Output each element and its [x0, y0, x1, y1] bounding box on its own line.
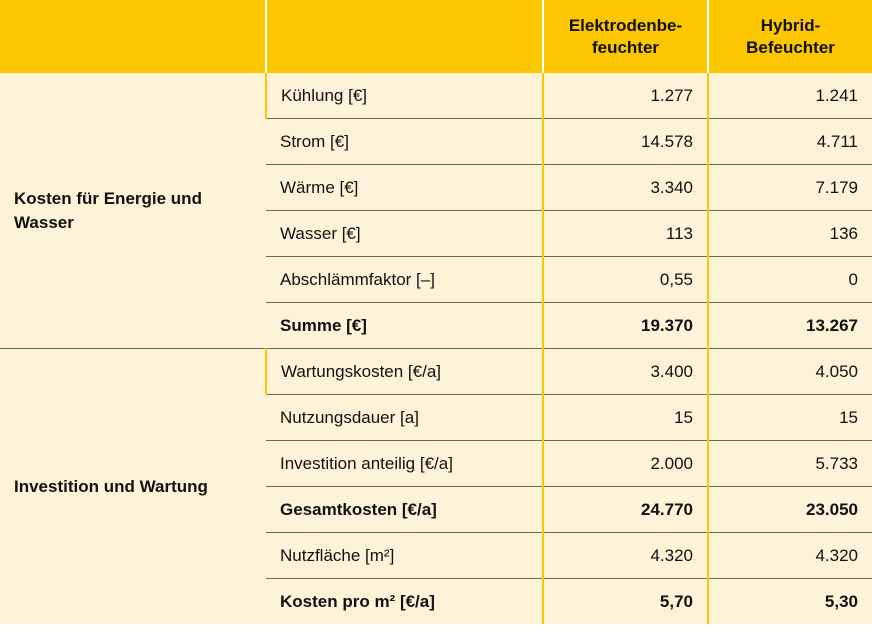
row-label: Kühlung [€]: [265, 73, 543, 119]
header-hybrid-befeuchter: Hybrid- Befeuchter: [707, 0, 872, 73]
table-row: Summe [€] 19.370 13.267: [0, 302, 872, 349]
row-label: Wartungskosten [€/a]: [265, 348, 543, 395]
value-elektrodenbefeuchter: 3.400: [542, 348, 708, 395]
value-hybrid-befeuchter: 5.733: [707, 440, 872, 487]
table-row: Kosten für Energie und Wasser Kühlung [€]…: [0, 73, 872, 349]
value-elektrodenbefeuchter: 2.000: [542, 440, 708, 487]
value-elektrodenbefeuchter: 15: [542, 394, 708, 441]
row-label: Nutzungsdauer [a]: [266, 394, 543, 441]
row-label: Summe [€]: [266, 302, 543, 349]
value-hybrid-befeuchter: 1.241: [707, 73, 872, 119]
value-hybrid-befeuchter: 4.320: [707, 532, 872, 579]
header-row: Elektrodenbe- feuchter Hybrid- Befeuchte…: [0, 0, 872, 73]
table-row: Strom [€] 14.578 4.711: [0, 118, 872, 165]
row-label: Strom [€]: [266, 118, 543, 165]
table-row: Investition anteilig [€/a] 2.000 5.733: [0, 440, 872, 487]
row-label: Investition anteilig [€/a]: [266, 440, 543, 487]
value-hybrid-befeuchter: 15: [707, 394, 872, 441]
value-hybrid-befeuchter: 136: [707, 210, 872, 257]
table-row: Kosten pro m² [€/a] 5,70 5,30: [0, 578, 872, 624]
value-elektrodenbefeuchter: 14.578: [542, 118, 708, 165]
value-hybrid-befeuchter: 7.179: [707, 164, 872, 211]
value-hybrid-befeuchter: 5,30: [707, 578, 872, 624]
value-hybrid-befeuchter: 23.050: [707, 486, 872, 533]
row-label: Nutzfläche [m²]: [266, 532, 543, 579]
value-elektrodenbefeuchter: 3.340: [542, 164, 708, 211]
value-hybrid-befeuchter: 0: [707, 256, 872, 303]
row-label: Wärme [€]: [266, 164, 543, 211]
row-label: Kosten pro m² [€/a]: [280, 591, 435, 611]
value-elektrodenbefeuchter: 1.277: [542, 73, 708, 119]
row-label: Abschlämmfaktor [–]: [266, 256, 543, 303]
header-item: [265, 0, 543, 73]
header-group: [0, 0, 266, 73]
group-label: Kosten für Energie und Wasser: [0, 73, 266, 349]
table-row: Abschlämmfaktor [–] 0,55 0: [0, 256, 872, 303]
value-elektrodenbefeuchter: 0,55: [542, 256, 708, 303]
table-row: Investition und Wartung Wartungskosten [€…: [0, 348, 872, 496]
value-elektrodenbefeuchter: 5,70: [542, 578, 708, 624]
table-row: Wasser [€] 113 136: [0, 210, 872, 257]
row-label: Wasser [€]: [266, 210, 543, 257]
header-elektrodenbefeuchter: Elektrodenbe- feuchter: [542, 0, 708, 73]
table-row: Wärme [€] 3.340 7.179: [0, 164, 872, 211]
value-elektrodenbefeuchter: 24.770: [542, 486, 708, 533]
value-hybrid-befeuchter: 13.267: [707, 302, 872, 349]
value-hybrid-befeuchter: 4.711: [707, 118, 872, 165]
table-row: Gesamtkosten [€/a] 24.770 23.050: [0, 486, 872, 533]
value-elektrodenbefeuchter: 113: [542, 210, 708, 257]
table-row: Nutzfläche [m²] 4.320 4.320: [0, 532, 872, 579]
value-elektrodenbefeuchter: 19.370: [542, 302, 708, 349]
row-label: Gesamtkosten [€/a]: [266, 486, 543, 533]
table-row: Nutzungsdauer [a] 15 15: [0, 394, 872, 441]
value-hybrid-befeuchter: 4.050: [707, 348, 872, 395]
value-elektrodenbefeuchter: 4.320: [542, 532, 708, 579]
group-label: Investition und Wartung: [14, 476, 208, 496]
